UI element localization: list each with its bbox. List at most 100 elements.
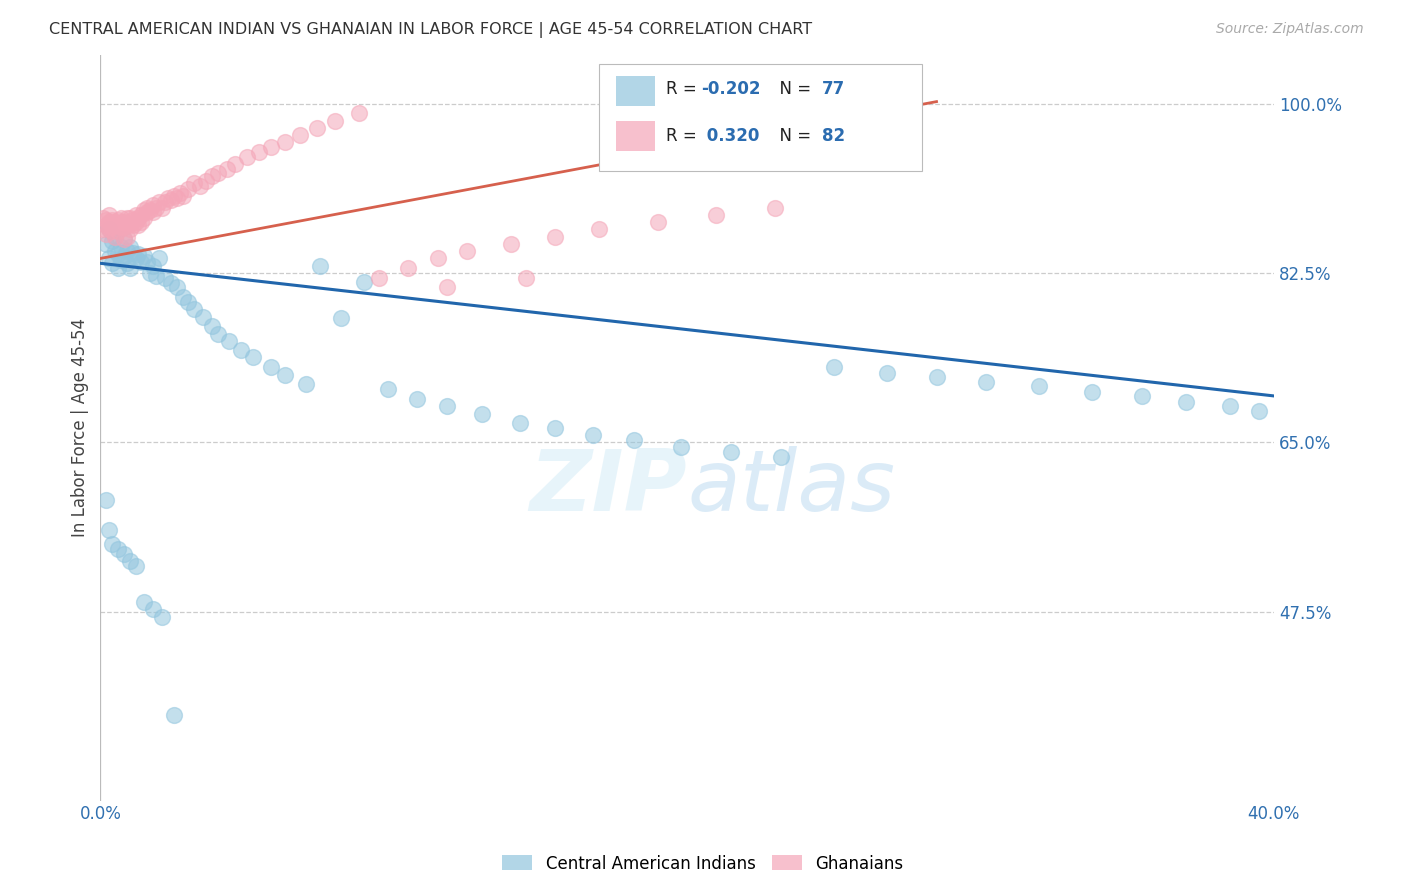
Point: [501, 236, 523, 251]
Point: [101, 537, 124, 551]
Point: [128, 211, 150, 225]
Point: [406, 392, 429, 406]
Point: [177, 182, 200, 196]
Text: Source: ZipAtlas.com: Source: ZipAtlas.com: [1216, 22, 1364, 37]
Point: [115, 256, 138, 270]
Point: [131, 215, 153, 229]
Point: [763, 201, 786, 215]
Point: [139, 266, 162, 280]
Point: [107, 261, 129, 276]
Y-axis label: In Labor Force | Age 45-54: In Labor Force | Age 45-54: [72, 318, 89, 537]
Point: [112, 220, 135, 235]
Point: [101, 234, 124, 248]
Point: [1130, 389, 1153, 403]
Text: R =: R =: [666, 127, 702, 145]
Point: [110, 253, 132, 268]
Point: [139, 202, 162, 217]
Point: [353, 275, 375, 289]
Point: [163, 708, 186, 723]
Point: [91, 222, 114, 236]
Point: [112, 250, 135, 264]
Point: [115, 244, 138, 258]
Point: [288, 128, 311, 142]
Point: [925, 369, 948, 384]
Point: [153, 270, 176, 285]
Point: [96, 218, 118, 232]
Point: [823, 359, 845, 374]
Point: [177, 295, 200, 310]
Point: [124, 559, 146, 574]
Point: [128, 246, 150, 260]
Point: [110, 240, 132, 254]
Point: [101, 220, 124, 235]
Point: [101, 224, 124, 238]
Point: [396, 261, 419, 276]
Point: [588, 222, 610, 236]
Point: [148, 195, 170, 210]
Point: [96, 227, 118, 242]
Point: [163, 188, 186, 202]
Point: [201, 319, 224, 334]
Point: [98, 222, 121, 236]
Point: [471, 407, 494, 421]
Point: [153, 195, 176, 210]
Point: [769, 450, 792, 464]
Point: [91, 211, 114, 225]
Point: [107, 541, 129, 556]
FancyBboxPatch shape: [599, 64, 922, 170]
Point: [582, 427, 605, 442]
Point: [136, 201, 159, 215]
Point: [274, 368, 297, 382]
Text: 82: 82: [823, 127, 845, 145]
Point: [218, 334, 240, 348]
Point: [1028, 379, 1050, 393]
Point: [426, 252, 449, 266]
Text: N =: N =: [769, 127, 817, 145]
Point: [671, 440, 693, 454]
Point: [242, 350, 264, 364]
Point: [98, 215, 121, 229]
Point: [98, 222, 121, 236]
Point: [110, 211, 132, 225]
Text: atlas: atlas: [688, 446, 896, 529]
Point: [104, 230, 127, 244]
Point: [329, 311, 352, 326]
Point: [509, 416, 531, 430]
Point: [115, 218, 138, 232]
Point: [98, 252, 121, 266]
Point: [124, 208, 146, 222]
Point: [544, 421, 567, 435]
Text: 0.320: 0.320: [702, 127, 759, 145]
Point: [101, 256, 124, 270]
Point: [172, 188, 194, 202]
Point: [121, 212, 143, 227]
Point: [259, 359, 281, 374]
Point: [159, 194, 181, 208]
Point: [1081, 385, 1104, 400]
Text: R =: R =: [666, 79, 702, 98]
Point: [98, 208, 121, 222]
Point: [115, 230, 138, 244]
Point: [720, 445, 742, 459]
Point: [309, 259, 332, 273]
Point: [207, 166, 229, 180]
Point: [118, 211, 141, 225]
Point: [142, 602, 165, 616]
Point: [156, 191, 179, 205]
Point: [183, 176, 205, 190]
Point: [307, 120, 329, 135]
Point: [1249, 404, 1271, 418]
Text: N =: N =: [769, 79, 817, 98]
Point: [104, 244, 127, 258]
Point: [142, 198, 165, 212]
Point: [118, 240, 141, 254]
Point: [131, 255, 153, 269]
Point: [623, 434, 645, 448]
Point: [274, 135, 297, 149]
Point: [104, 215, 127, 229]
Point: [96, 212, 118, 227]
Point: [131, 208, 153, 222]
Text: 77: 77: [823, 79, 845, 98]
Point: [368, 270, 391, 285]
FancyBboxPatch shape: [616, 76, 655, 106]
